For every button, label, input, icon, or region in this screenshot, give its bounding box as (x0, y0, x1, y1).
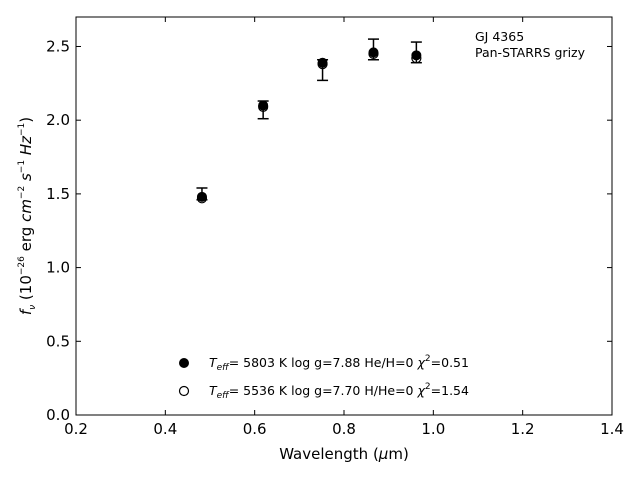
y-tick-label-3: 1.5 (46, 185, 70, 203)
y-tick-label-2: 1.0 (46, 259, 70, 277)
legend-marker-filled (179, 358, 189, 368)
open-point-0 (196, 193, 208, 204)
open-point-1 (258, 101, 269, 113)
x-tick-label-6: 1.4 (600, 420, 624, 438)
filled-point-4 (411, 50, 422, 61)
x-tick-label-4: 1.0 (421, 420, 445, 438)
object-name-annotation: GJ 4365 (475, 29, 524, 44)
open-point-3 (368, 48, 379, 59)
x-tick-label-2: 0.6 (243, 420, 267, 438)
legend-entry-filled: Teff= 5803 K log g=7.88 He/H=0 χ2=0.51 (209, 354, 469, 373)
y-axis-label: fν (10−26 erg cm−2 s−1 Hz−1) (17, 117, 38, 315)
x-tick-label-5: 1.2 (511, 420, 535, 438)
y-tick-label-0: 0.0 (46, 406, 70, 424)
y-tick-label-1: 0.5 (46, 332, 70, 350)
x-tick-label-3: 0.8 (332, 420, 356, 438)
legend-entry-open: Teff= 5536 K log g=7.70 H/He=0 χ2=1.54 (209, 382, 469, 401)
x-axis-label: Wavelength (μm) (279, 445, 409, 463)
legend-marker-open (178, 385, 190, 397)
data-marks (196, 38, 422, 204)
axis-ticks: 0.2 0.4 0.6 0.8 1.0 1.2 1.4 0.0 0.5 1.0 1.5 2.0 2.5 (46, 17, 624, 438)
x-tick-label-0: 0.2 (64, 420, 88, 438)
open-point-4 (411, 53, 422, 64)
survey-annotation: Pan-STARRS grizy (475, 45, 586, 60)
y-tick-label-5: 2.5 (46, 37, 70, 55)
legend: Teff= 5803 K log g=7.88 He/H=0 χ2=0.51 T… (178, 354, 469, 401)
y-tick-label-4: 2.0 (46, 111, 70, 129)
open-point-2 (317, 59, 328, 70)
x-tick-label-1: 0.4 (153, 420, 177, 438)
